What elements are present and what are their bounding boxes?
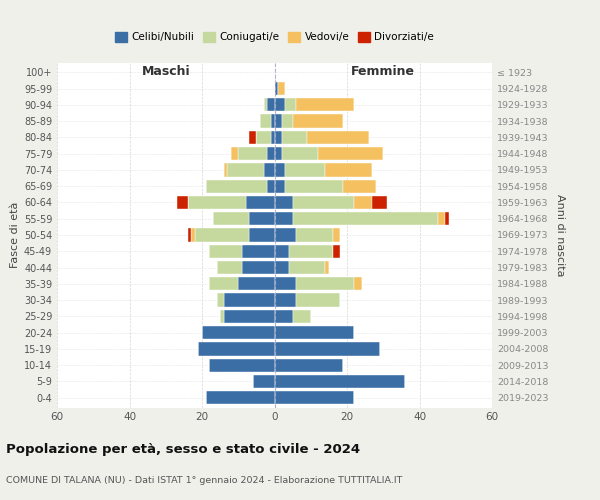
Bar [275,114,282,128]
Bar [293,212,437,226]
Bar [286,163,325,176]
Bar [220,310,224,323]
Bar [275,228,296,241]
Bar [278,82,286,95]
Bar [195,228,249,241]
Bar [275,196,293,209]
Bar [242,261,275,274]
Bar [289,261,325,274]
Y-axis label: Anni di nascita: Anni di nascita [555,194,565,276]
Bar [267,180,275,193]
Bar [187,196,245,209]
Bar [249,130,256,144]
Bar [238,147,267,160]
Bar [275,82,278,95]
Bar [271,114,275,128]
Bar [263,98,267,112]
Legend: Celibi/Nubili, Coniugati/e, Vedovi/e, Divorziati/e: Celibi/Nubili, Coniugati/e, Vedovi/e, Di… [111,28,438,46]
Bar [242,244,275,258]
Bar [286,180,343,193]
Bar [275,130,282,144]
Bar [206,180,267,193]
Bar [231,147,238,160]
Bar [282,130,307,144]
Text: Maschi: Maschi [142,65,190,78]
Bar [245,196,275,209]
Bar [206,391,275,404]
Bar [263,163,275,176]
Bar [267,98,275,112]
Bar [437,212,445,226]
Bar [445,212,449,226]
Bar [275,147,282,160]
Bar [238,277,275,290]
Bar [282,147,318,160]
Bar [267,147,275,160]
Bar [275,326,354,340]
Bar [293,310,311,323]
Bar [176,196,187,209]
Bar [275,391,354,404]
Bar [224,294,275,307]
Bar [213,212,249,226]
Bar [275,261,289,274]
Bar [307,130,369,144]
Bar [224,310,275,323]
Bar [275,375,405,388]
Bar [217,294,224,307]
Bar [275,277,296,290]
Bar [289,244,332,258]
Bar [260,114,271,128]
Bar [209,244,242,258]
Bar [354,277,361,290]
Bar [249,228,275,241]
Bar [227,163,263,176]
Bar [325,163,373,176]
Bar [275,163,286,176]
Bar [275,212,293,226]
Bar [275,98,286,112]
Bar [271,130,275,144]
Bar [275,294,296,307]
Bar [296,98,354,112]
Bar [209,277,238,290]
Bar [286,98,296,112]
Bar [296,277,354,290]
Bar [373,196,387,209]
Bar [343,180,376,193]
Bar [199,342,275,355]
Bar [275,180,286,193]
Bar [318,147,383,160]
Bar [224,163,227,176]
Bar [296,228,332,241]
Bar [354,196,373,209]
Bar [275,244,289,258]
Y-axis label: Fasce di età: Fasce di età [10,202,20,268]
Bar [293,196,354,209]
Bar [275,358,343,372]
Text: Femmine: Femmine [351,65,415,78]
Bar [191,228,195,241]
Bar [332,244,340,258]
Text: COMUNE DI TALANA (NU) - Dati ISTAT 1° gennaio 2024 - Elaborazione TUTTITALIA.IT: COMUNE DI TALANA (NU) - Dati ISTAT 1° ge… [6,476,403,485]
Bar [275,342,380,355]
Bar [275,310,293,323]
Bar [217,261,242,274]
Bar [293,114,343,128]
Bar [202,326,275,340]
Bar [332,228,340,241]
Bar [249,212,275,226]
Bar [282,114,293,128]
Text: Popolazione per età, sesso e stato civile - 2024: Popolazione per età, sesso e stato civil… [6,442,360,456]
Bar [253,375,275,388]
Bar [325,261,329,274]
Bar [256,130,271,144]
Bar [296,294,340,307]
Bar [209,358,275,372]
Bar [187,228,191,241]
